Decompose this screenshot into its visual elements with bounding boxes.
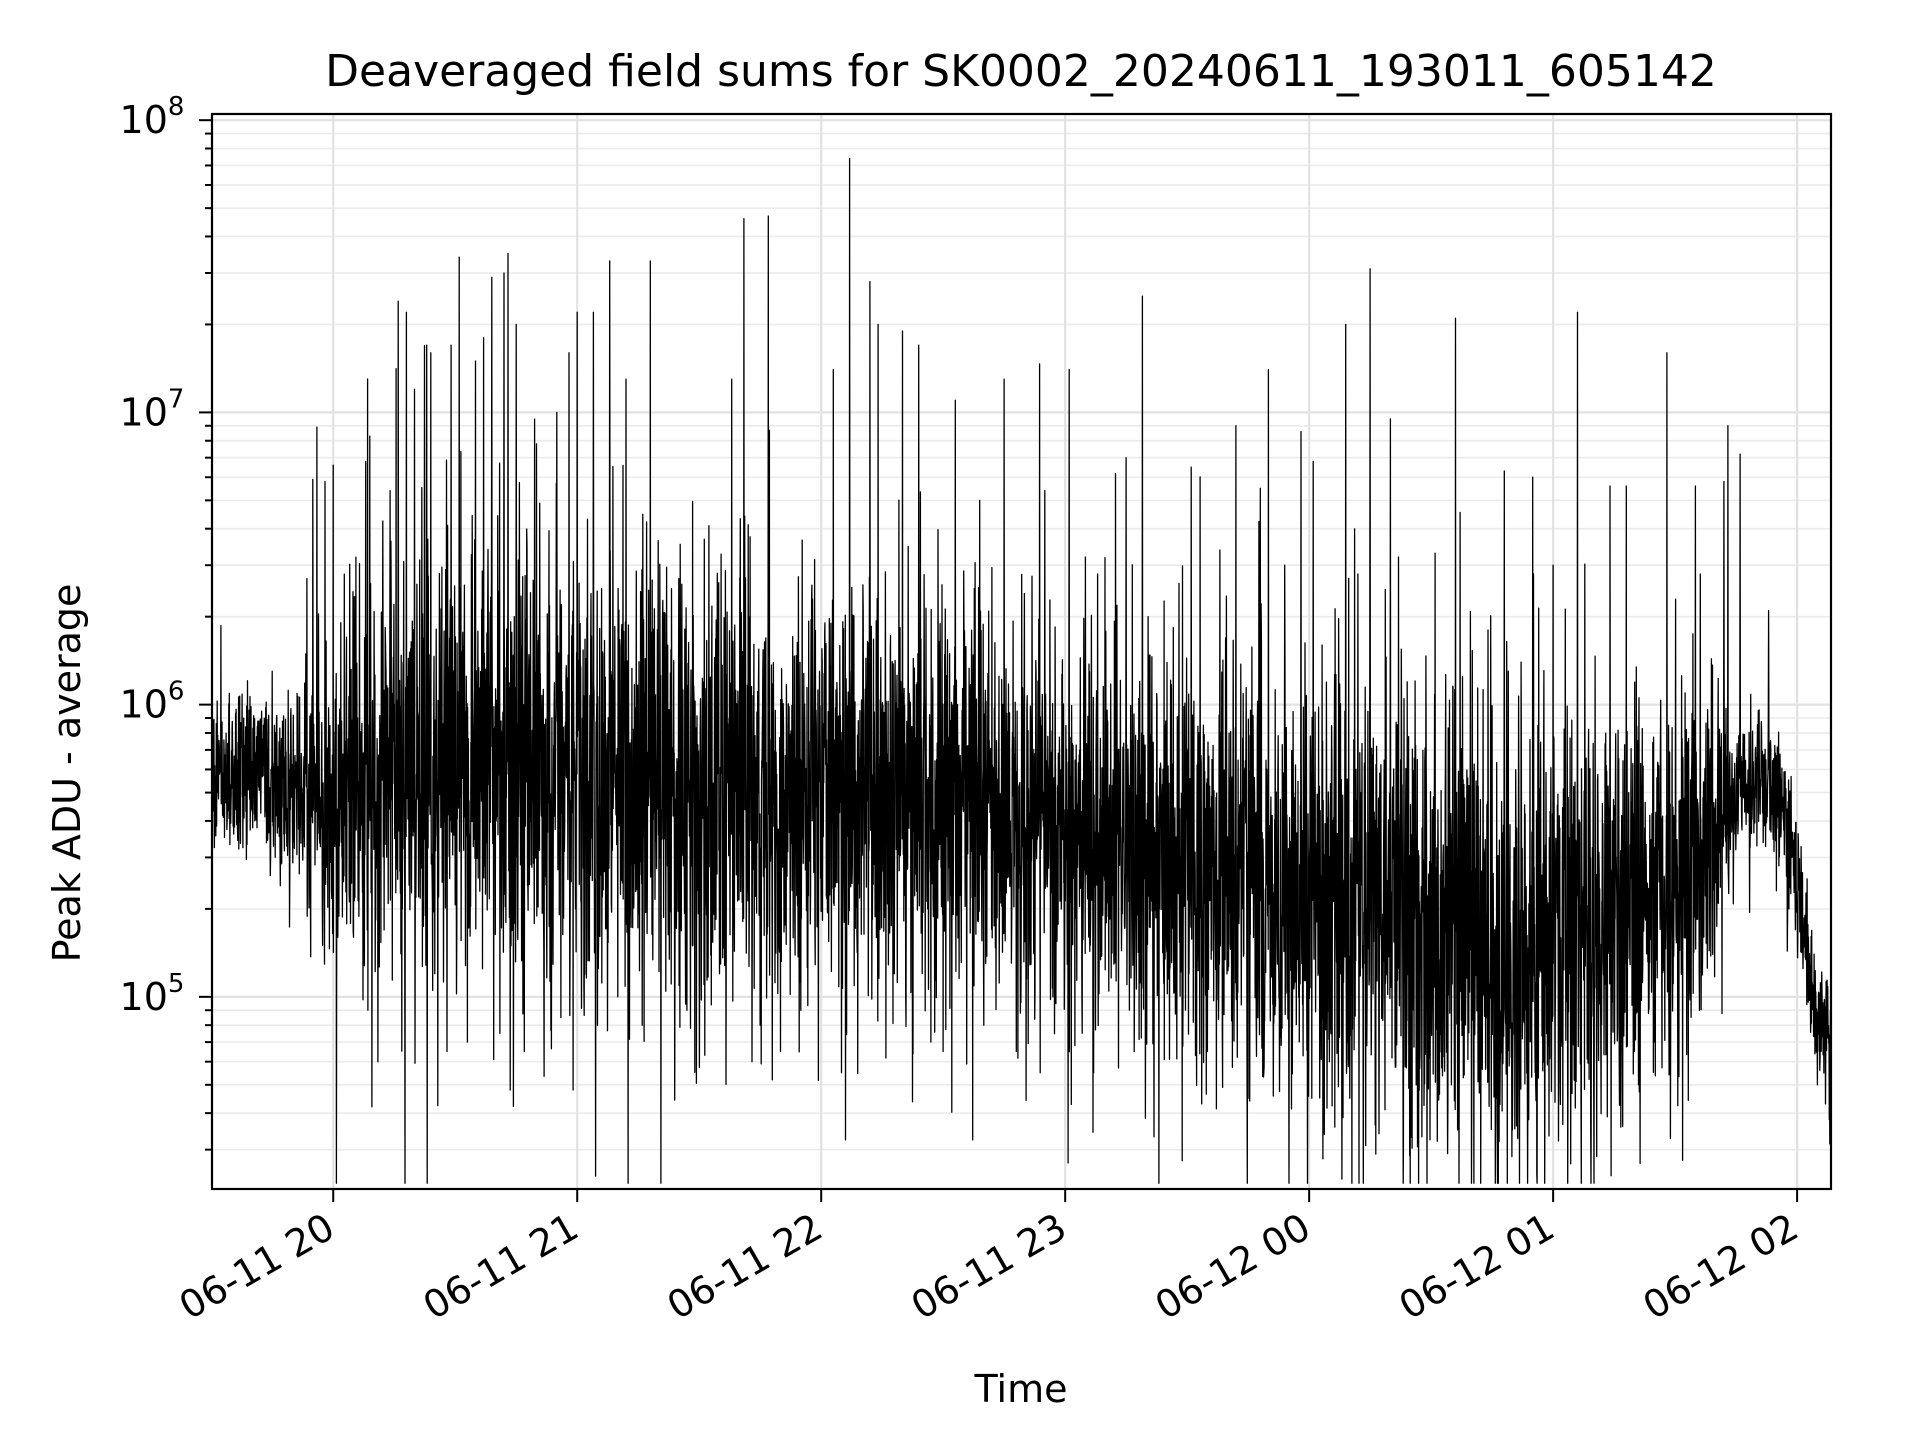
x-tick-label: 06-11 23 xyxy=(904,1205,1074,1329)
y-tick-label: 106 xyxy=(120,677,185,727)
x-tick-label: 06-12 02 xyxy=(1636,1205,1806,1329)
x-axis-label: Time xyxy=(974,1367,1068,1411)
y-tick-exponent: 7 xyxy=(168,384,185,414)
plot-frame xyxy=(210,112,1833,1191)
y-tick-base: 10 xyxy=(120,683,168,727)
y-tick-exponent: 6 xyxy=(168,677,185,707)
y-tick-exponent: 8 xyxy=(168,92,185,122)
series-line xyxy=(211,157,1832,1184)
y-tick-label: 108 xyxy=(120,92,185,142)
x-tick-label: 06-11 22 xyxy=(660,1205,830,1329)
y-tick-base: 10 xyxy=(120,975,168,1019)
y-tick-exponent: 5 xyxy=(168,969,185,999)
chart-title: Deaveraged field sums for SK0002_2024061… xyxy=(325,46,1717,97)
x-tick-label: 06-11 21 xyxy=(416,1205,586,1329)
y-axis-label: Peak ADU - average xyxy=(45,584,89,963)
y-tick-base: 10 xyxy=(120,390,168,434)
y-tick-label: 107 xyxy=(120,384,185,434)
x-tick-label: 06-12 01 xyxy=(1392,1205,1562,1329)
y-tick-base: 10 xyxy=(120,98,168,142)
y-tick-label: 105 xyxy=(120,969,185,1019)
x-tick-label: 06-11 20 xyxy=(172,1205,342,1329)
x-tick-label: 06-12 00 xyxy=(1148,1205,1318,1329)
x-axis: 06-11 20 06-11 21 06-11 22 06-11 23 06-12 00… xyxy=(172,1189,1806,1328)
